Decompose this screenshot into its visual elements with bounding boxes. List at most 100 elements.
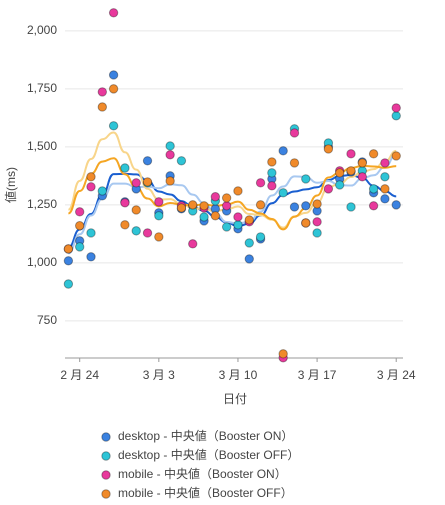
point <box>346 166 356 176</box>
legend-marker <box>101 432 111 442</box>
legend-label: desktop - 中央値（Booster ON） <box>118 428 293 443</box>
point <box>86 228 96 238</box>
point <box>244 215 254 225</box>
points <box>63 8 401 363</box>
y-tick-label: 1,250 <box>27 197 57 211</box>
point <box>334 168 345 178</box>
point <box>165 176 175 186</box>
point <box>391 103 401 113</box>
point <box>301 201 311 211</box>
point <box>63 279 74 289</box>
point <box>165 150 175 160</box>
point <box>368 149 379 159</box>
point <box>301 174 311 184</box>
point <box>154 197 164 207</box>
point <box>86 172 96 182</box>
point <box>380 158 390 168</box>
y-tick-label: 750 <box>37 313 57 327</box>
point <box>176 156 187 166</box>
point <box>380 194 390 204</box>
point <box>74 242 85 252</box>
point <box>210 192 221 202</box>
point <box>312 217 322 227</box>
point <box>154 232 164 242</box>
point <box>380 184 390 194</box>
point <box>97 87 108 97</box>
point <box>221 193 232 203</box>
x-axis-label: 日付 <box>223 392 247 406</box>
y-tick-label: 2,000 <box>27 23 57 37</box>
point <box>289 202 300 212</box>
point <box>221 222 232 232</box>
point <box>233 220 243 230</box>
point <box>391 111 401 121</box>
y-axis-label: 値(ms) <box>3 167 18 203</box>
point <box>108 84 119 94</box>
point <box>97 186 108 196</box>
point <box>154 211 164 221</box>
legend-marker <box>101 489 111 499</box>
point <box>312 199 322 209</box>
point <box>255 232 266 242</box>
point <box>131 205 141 215</box>
y-tick-label: 1,750 <box>27 81 57 95</box>
point <box>289 128 300 138</box>
point <box>244 238 254 248</box>
point <box>142 156 153 166</box>
point <box>108 70 119 80</box>
x-tick-label: 3 月 24 <box>377 368 416 382</box>
point <box>312 228 322 238</box>
legend-marker <box>101 470 111 480</box>
point <box>346 149 356 159</box>
point <box>278 188 288 198</box>
legend-label: mobile - 中央値（Booster ON） <box>118 466 287 481</box>
y-tick-label: 1,500 <box>27 139 57 153</box>
point <box>120 198 130 208</box>
point <box>380 172 390 182</box>
point <box>289 158 300 168</box>
point <box>368 201 379 211</box>
point <box>368 184 379 194</box>
point <box>188 239 198 249</box>
point <box>63 256 74 266</box>
point <box>301 218 311 228</box>
point <box>108 121 119 131</box>
point <box>255 200 266 210</box>
point <box>278 349 288 359</box>
legend-label: mobile - 中央値（Booster OFF） <box>118 485 293 500</box>
point <box>267 181 277 191</box>
point <box>278 146 288 156</box>
point <box>86 252 96 262</box>
x-tick-label: 3 月 10 <box>219 368 258 382</box>
point <box>74 207 85 217</box>
point <box>199 201 209 211</box>
point <box>210 211 221 221</box>
legend-marker <box>101 451 111 461</box>
point <box>255 178 266 188</box>
point <box>323 184 334 194</box>
point <box>131 178 141 188</box>
point <box>165 141 175 151</box>
y-tick-label: 1,000 <box>27 255 57 269</box>
point <box>120 220 130 230</box>
point <box>391 151 401 161</box>
point <box>233 212 243 222</box>
x-tick-label: 3 月 3 <box>143 368 175 382</box>
point <box>142 228 153 238</box>
point <box>357 158 368 168</box>
point <box>86 182 96 192</box>
point <box>188 200 198 210</box>
x-tick-label: 3 月 17 <box>298 368 337 382</box>
point <box>74 221 85 231</box>
point <box>176 203 187 213</box>
point <box>199 212 209 222</box>
point <box>346 202 356 212</box>
point <box>120 163 130 173</box>
point <box>267 157 277 167</box>
point <box>221 201 232 211</box>
point <box>323 144 334 154</box>
point <box>334 180 345 190</box>
point <box>97 102 108 112</box>
point <box>108 8 119 18</box>
